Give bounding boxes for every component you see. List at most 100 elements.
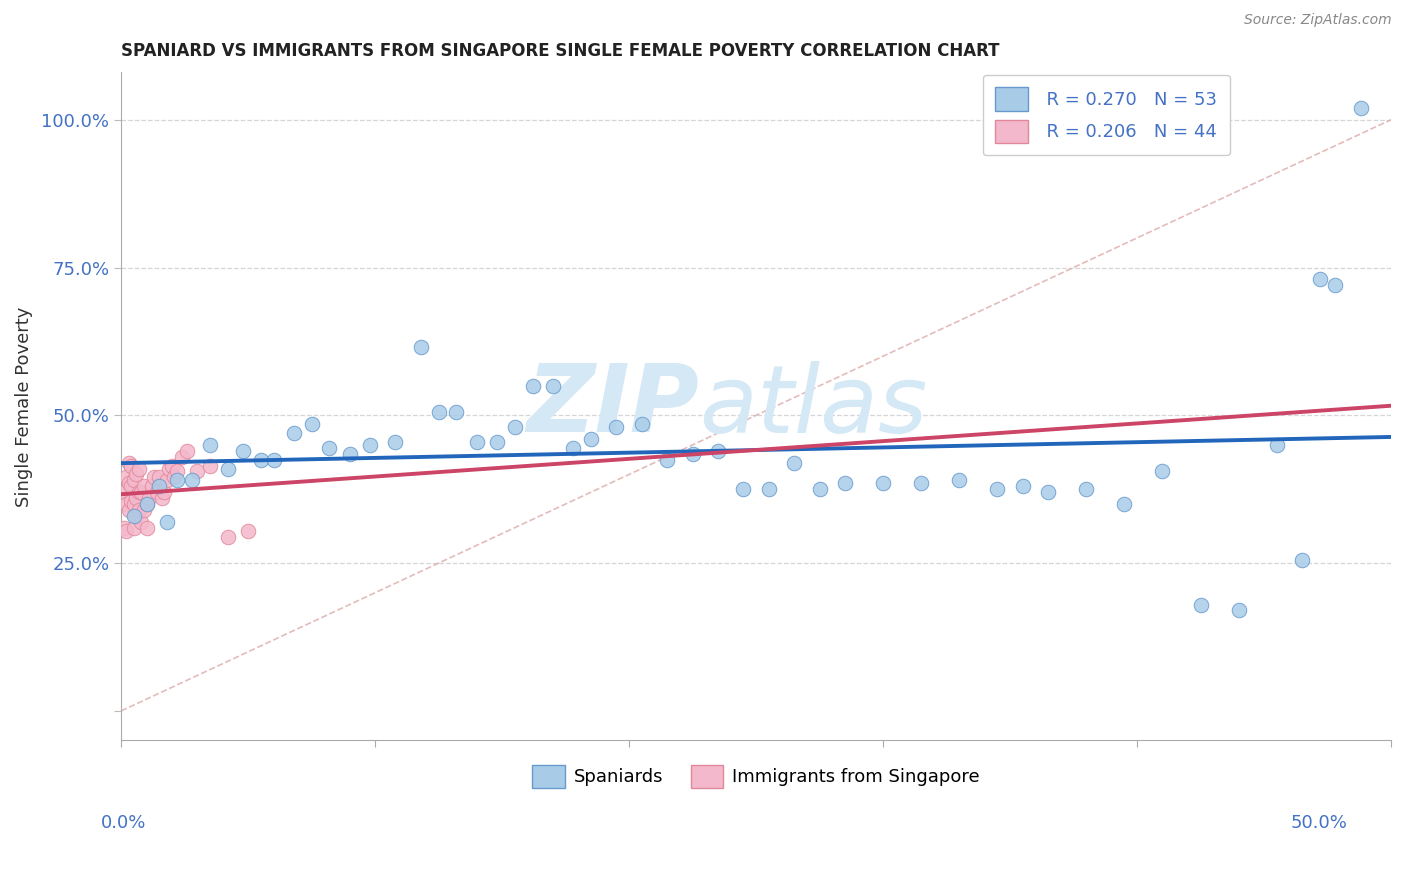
Point (166, 465, 188, 479)
Point (150, 491, 173, 505)
Point (1291, 553, 1313, 567)
Point (138, 491, 160, 505)
Point (446, 405, 468, 419)
Point (1189, 598, 1212, 612)
Point (283, 426, 305, 441)
Point (630, 417, 652, 432)
Legend: Spaniards, Immigrants from Singapore: Spaniards, Immigrants from Singapore (526, 757, 987, 795)
Point (125, 491, 148, 505)
Point (579, 432, 602, 446)
Point (834, 476, 856, 491)
Text: 0.0%: 0.0% (101, 814, 146, 831)
Point (128, 485, 150, 500)
Point (948, 474, 970, 488)
Point (143, 470, 166, 484)
Point (986, 482, 1008, 496)
Point (122, 508, 145, 523)
Point (1309, 272, 1331, 286)
Point (135, 497, 157, 511)
Point (562, 441, 585, 455)
Point (198, 458, 221, 473)
Point (1265, 438, 1288, 452)
Point (682, 447, 704, 461)
Point (522, 378, 544, 392)
Point (156, 515, 179, 529)
Point (131, 485, 153, 500)
Point (910, 476, 932, 491)
Point (118, 503, 141, 517)
Point (135, 497, 157, 511)
Point (733, 482, 755, 496)
Point (783, 456, 806, 470)
Point (1227, 603, 1250, 617)
Point (236, 524, 259, 538)
Point (657, 452, 679, 467)
Text: 50.0%: 50.0% (1291, 814, 1347, 831)
Text: SPANIARD VS IMMIGRANTS FROM SINGAPORE SINGLE FEMALE POVERTY CORRELATION CHART: SPANIARD VS IMMIGRANTS FROM SINGAPORE SI… (121, 42, 1000, 60)
Point (128, 503, 150, 517)
Point (1036, 485, 1059, 500)
Point (758, 482, 780, 496)
Point (1076, 482, 1098, 496)
Point (122, 474, 145, 488)
Point (318, 441, 340, 455)
Point (605, 420, 627, 434)
Point (120, 479, 142, 493)
Point (132, 479, 155, 493)
Point (172, 450, 194, 464)
Point (132, 503, 155, 517)
Point (118, 476, 141, 491)
Point (263, 452, 285, 467)
Text: atlas: atlas (699, 361, 927, 452)
Point (148, 470, 170, 484)
Point (707, 443, 730, 458)
Point (115, 470, 138, 484)
Point (808, 482, 831, 496)
Point (145, 485, 167, 500)
Text: ZIP: ZIP (526, 360, 699, 452)
Point (1114, 497, 1136, 511)
Point (1011, 479, 1033, 493)
Point (125, 508, 148, 523)
Point (1324, 278, 1347, 293)
Point (198, 438, 221, 452)
Y-axis label: Single Female Poverty: Single Female Poverty (15, 306, 32, 507)
Point (465, 434, 488, 449)
Point (135, 521, 157, 535)
Point (115, 497, 138, 511)
Point (301, 417, 323, 432)
Point (118, 456, 141, 470)
Point (384, 434, 406, 449)
Point (186, 465, 208, 479)
Point (122, 497, 145, 511)
Point (1152, 465, 1174, 479)
Point (120, 458, 142, 473)
Point (339, 447, 361, 461)
Point (122, 521, 145, 535)
Point (163, 470, 186, 484)
Point (157, 461, 180, 475)
Point (141, 479, 163, 493)
Point (128, 461, 150, 475)
Point (120, 494, 142, 508)
Point (131, 515, 153, 529)
Point (176, 443, 198, 458)
Point (112, 485, 135, 500)
Point (217, 529, 239, 543)
Point (160, 458, 183, 473)
Point (503, 420, 526, 434)
Point (115, 524, 138, 538)
Point (359, 438, 381, 452)
Point (112, 521, 135, 535)
Point (427, 405, 450, 419)
Point (1350, 101, 1372, 115)
Point (148, 479, 170, 493)
Point (156, 474, 179, 488)
Point (541, 378, 564, 392)
Point (217, 461, 239, 475)
Point (409, 340, 432, 354)
Point (485, 434, 508, 449)
Point (872, 476, 894, 491)
Point (166, 474, 188, 488)
Point (153, 485, 176, 500)
